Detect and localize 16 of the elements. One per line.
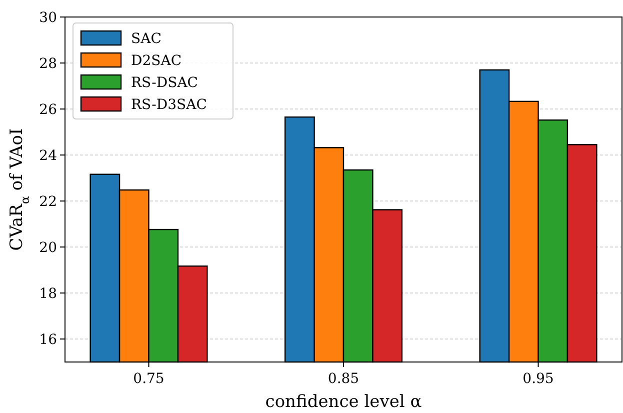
legend-label: SAC bbox=[131, 30, 162, 47]
legend-label: D2SAC bbox=[131, 52, 182, 69]
x-axis-title: confidence level α bbox=[265, 392, 422, 412]
y-tick-label: 30 bbox=[39, 10, 57, 26]
x-tick-label: 0.85 bbox=[328, 371, 360, 387]
y-tick-label: 28 bbox=[39, 56, 57, 72]
legend-label: RS-DSAC bbox=[131, 74, 198, 91]
x-tick-label: 0.95 bbox=[522, 371, 554, 387]
y-tick-label: 18 bbox=[39, 286, 57, 302]
y-tick-label: 24 bbox=[39, 148, 58, 164]
y-tick-label: 16 bbox=[39, 332, 58, 348]
y-tick-label: 20 bbox=[39, 240, 57, 256]
y-tick-label: 22 bbox=[39, 194, 57, 210]
legend-label: RS-D3SAC bbox=[131, 96, 207, 113]
x-tick-label: 0.75 bbox=[133, 371, 164, 387]
y-tick-label: 26 bbox=[39, 102, 58, 118]
